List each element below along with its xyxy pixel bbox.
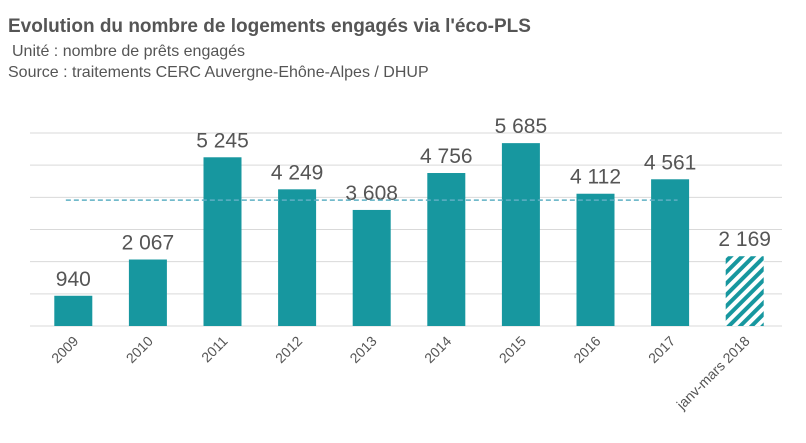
- bar: [651, 179, 690, 326]
- value-label: 5 245: [196, 129, 249, 152]
- value-label: 4 249: [271, 161, 324, 184]
- source: Source : traitements CERC Auvergne-Ehône…: [8, 64, 429, 81]
- value-label: 5 685: [495, 115, 548, 138]
- subtitle: Unité : nombre de prêts engagés: [12, 43, 245, 60]
- chart-title: Evolution du nombre de logements engagés…: [8, 16, 531, 37]
- value-label: 2 067: [122, 232, 175, 255]
- bar: [203, 157, 242, 326]
- bar: [501, 143, 540, 326]
- bar: [576, 193, 615, 326]
- bar: [427, 173, 466, 326]
- bar: [54, 295, 93, 326]
- x-tick-label: 2012: [272, 333, 305, 366]
- x-tick-label: 2009: [48, 333, 81, 366]
- x-tick-label: 2011: [198, 333, 231, 366]
- bar: [128, 259, 167, 326]
- x-tick-label: 2015: [496, 333, 529, 366]
- x-tick-label: 2014: [421, 333, 454, 366]
- value-label: 940: [56, 268, 91, 291]
- x-tick-label: 2017: [645, 333, 678, 366]
- value-label: 4 561: [644, 151, 697, 174]
- x-tick-label: janv-mars 2018: [673, 333, 753, 413]
- value-label: 4 112: [570, 166, 621, 189]
- x-tick-label: 2013: [346, 333, 379, 366]
- x-tick-label: 2016: [570, 333, 603, 366]
- bar: [725, 256, 764, 326]
- bar: [278, 189, 317, 326]
- value-label: 3 608: [345, 182, 398, 205]
- value-label: 4 756: [420, 145, 473, 168]
- x-tick-label: 2010: [123, 333, 156, 366]
- bar: [352, 209, 391, 326]
- value-label: 2 169: [718, 228, 771, 251]
